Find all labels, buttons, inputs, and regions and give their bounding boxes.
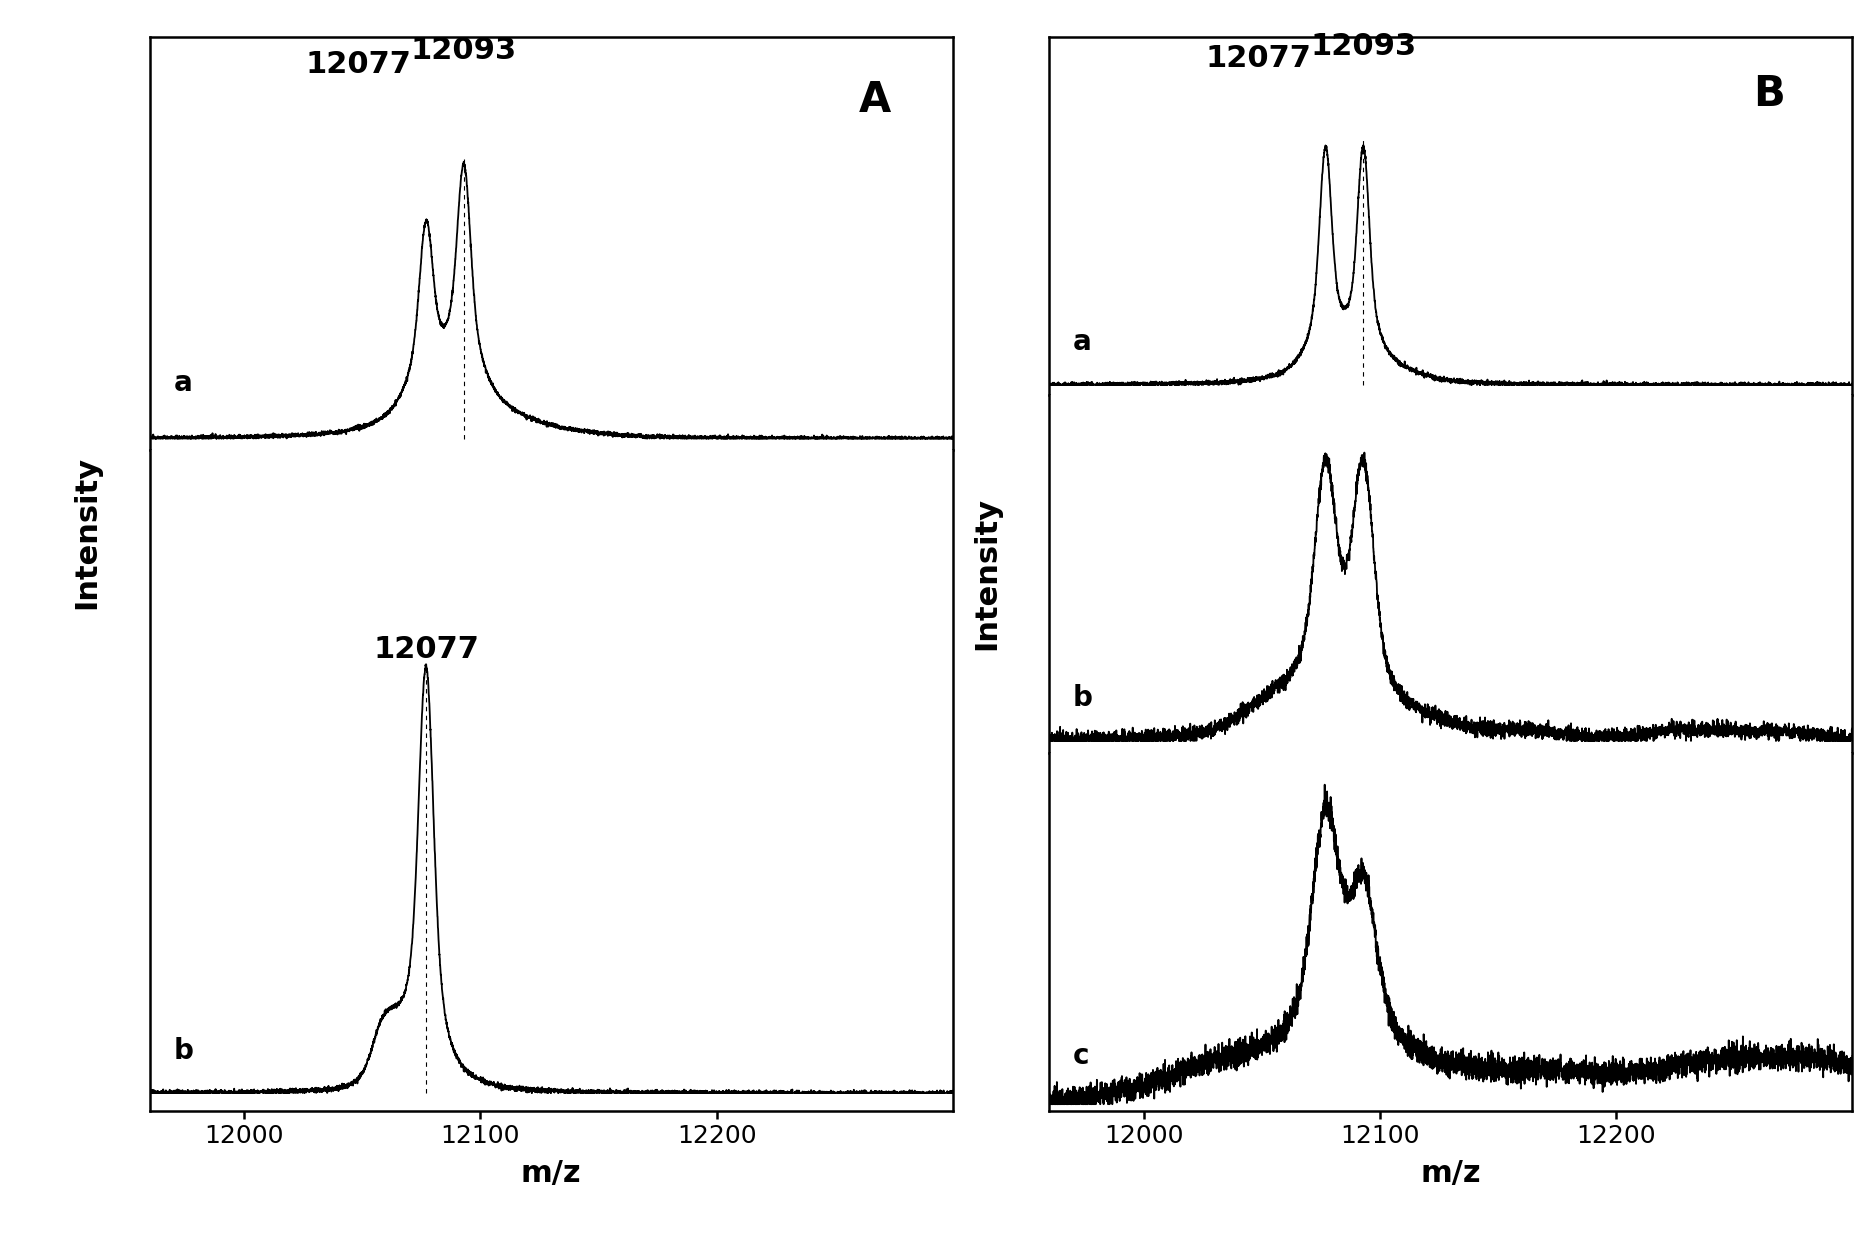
Text: b: b [174,1037,193,1065]
Text: b: b [1072,684,1093,712]
Text: c: c [1072,1043,1089,1070]
Text: 12093: 12093 [412,36,516,64]
Text: a: a [1072,328,1091,357]
X-axis label: m/z: m/z [1420,1159,1482,1188]
Text: 12093: 12093 [1310,32,1416,60]
Text: 12077: 12077 [307,49,412,79]
Text: B: B [1753,73,1785,115]
Text: 12077: 12077 [372,636,479,664]
Y-axis label: Intensity: Intensity [73,455,101,610]
X-axis label: m/z: m/z [520,1159,582,1188]
Text: a: a [174,369,193,397]
Text: A: A [859,79,891,121]
Y-axis label: Intensity: Intensity [973,497,1001,650]
Text: 12077: 12077 [1205,44,1312,73]
